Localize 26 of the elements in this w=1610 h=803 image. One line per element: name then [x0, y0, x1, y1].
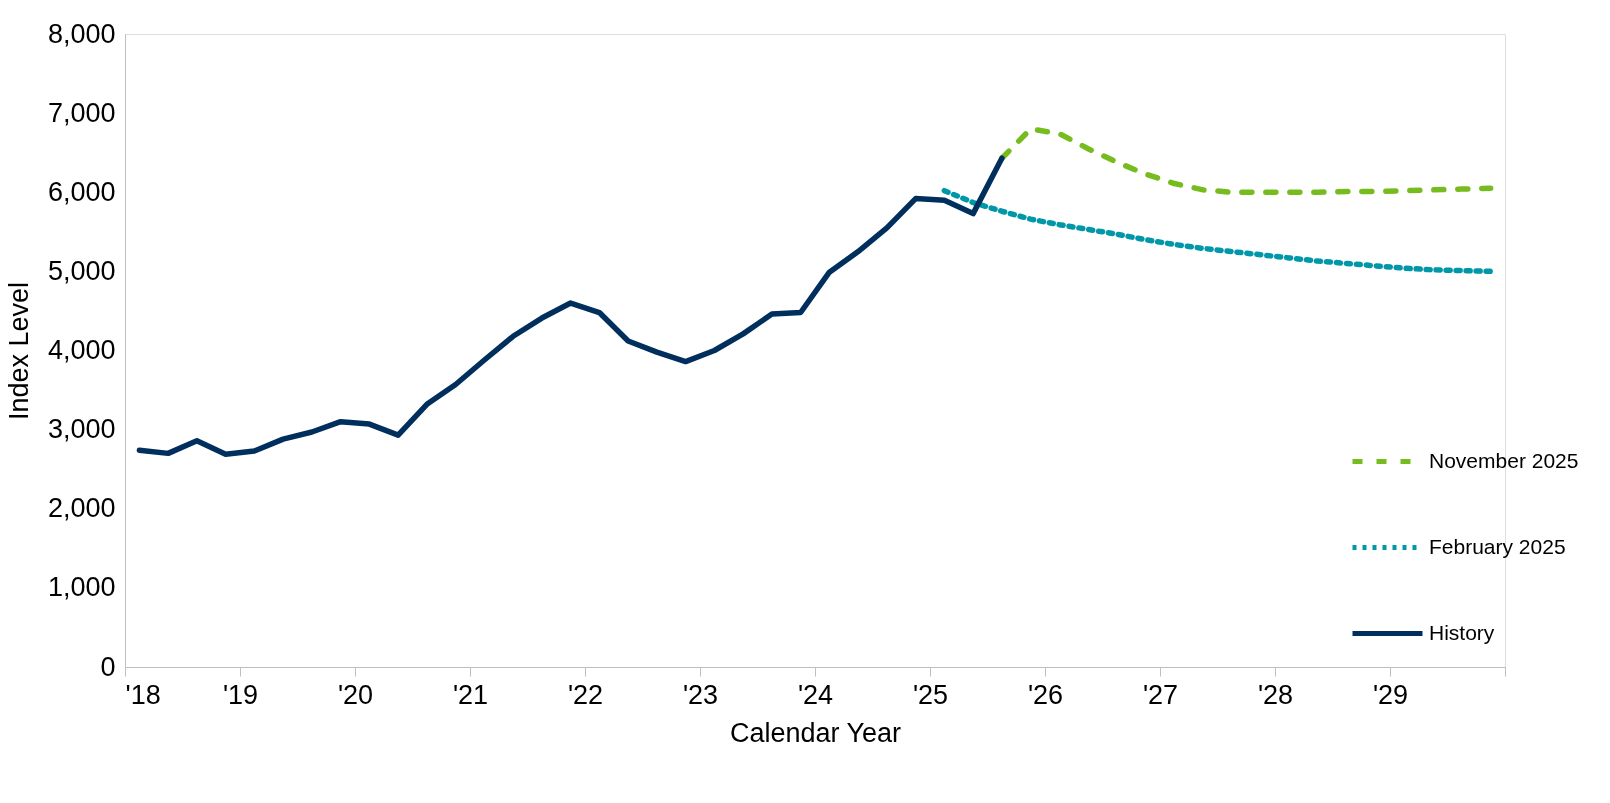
y-axis-title: Index Level	[3, 281, 34, 421]
y-tick-label: 5,000	[47, 255, 116, 286]
legend-label: History	[1429, 620, 1495, 644]
x-tick-label: '20	[337, 679, 374, 710]
y-tick-label: 6,000	[47, 176, 116, 207]
y-tick-label: 3,000	[47, 414, 116, 445]
legend-label: November 2025	[1429, 448, 1579, 472]
x-tick-label: '28	[1257, 679, 1294, 710]
x-tick-label: '21	[452, 679, 489, 710]
y-tick-label: 2,000	[47, 493, 116, 524]
x-tick-label: '27	[1142, 679, 1179, 710]
x-tick-label: '22	[567, 679, 604, 710]
y-tick-label: 1,000	[47, 572, 116, 603]
legend-label: February 2025	[1429, 534, 1566, 558]
x-tick-label: '25	[912, 679, 949, 710]
x-tick-label: '19	[222, 679, 259, 710]
x-tick-label: '29	[1372, 679, 1409, 710]
y-tick-label: 7,000	[47, 97, 116, 128]
y-tick-label: 4,000	[47, 335, 116, 365]
y-tick-label: 8,000	[47, 18, 116, 49]
x-tick-label: '26	[1027, 679, 1064, 710]
x-tick-label: '24	[797, 679, 834, 710]
x-tick-label: '18	[125, 679, 161, 710]
y-tick-label: 0	[100, 651, 116, 682]
x-axis-title: Calendar Year	[729, 717, 902, 748]
x-tick-label: '23	[682, 679, 719, 710]
